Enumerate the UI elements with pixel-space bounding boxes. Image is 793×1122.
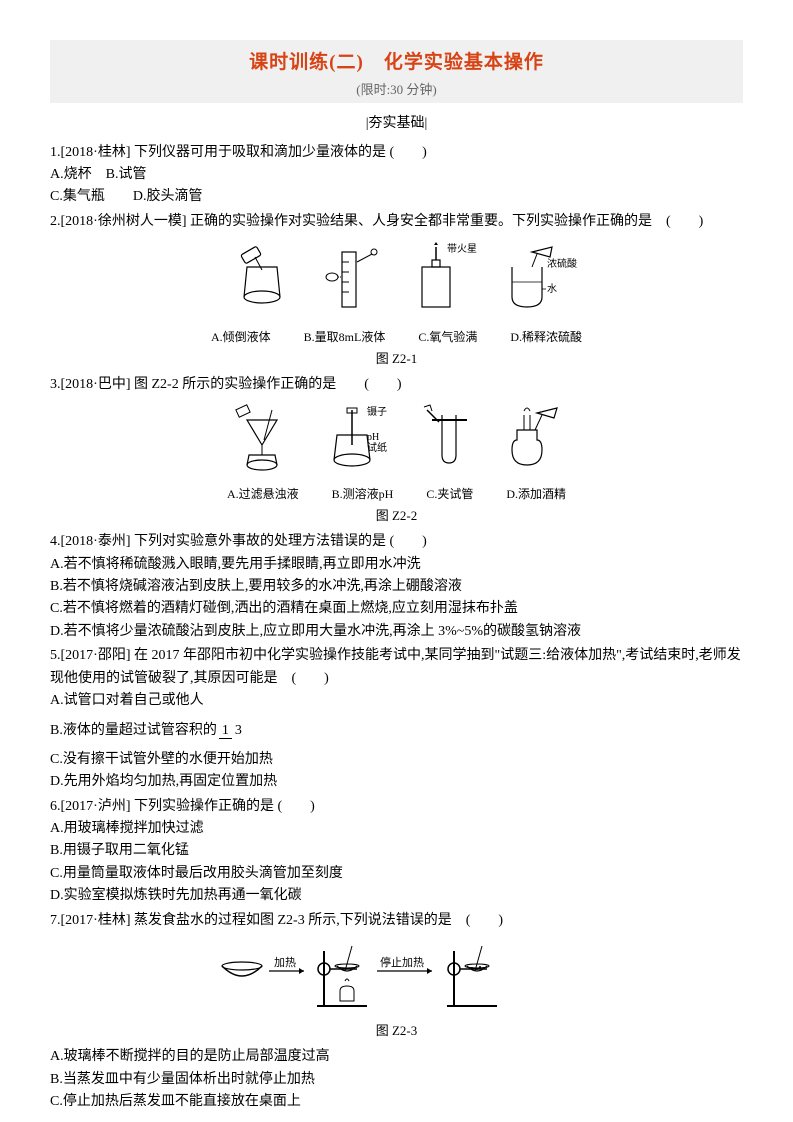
q7-a: A.玻璃棒不断搅拌的目的是防止局部温度过高	[50, 1046, 743, 1068]
q3-caption: 图 Z2-2	[50, 506, 743, 527]
q3-diagram-icon: 镊子 pH 试纸	[217, 400, 577, 475]
q2-label-a: A.倾倒液体	[211, 328, 271, 347]
q2-label-d: D.稀释浓硫酸	[510, 328, 582, 347]
title-bar: 课时训练(二) 化学实验基本操作 (限时:30 分钟)	[50, 40, 743, 103]
fraction-icon: 13	[219, 724, 245, 738]
q3-label-b: B.测溶液pH	[332, 485, 394, 504]
acid-label: 浓硫酸	[547, 257, 577, 270]
q3-stem: 3.[2018·巴中] 图 Z2-2 所示的实验操作正确的是 ( )	[50, 374, 743, 396]
q6-d: D.实验室模拟炼铁时先加热再通一氧化碳	[50, 885, 743, 907]
q3-figure: 镊子 pH 试纸 A.过滤悬浊液 B.测溶液p	[50, 400, 743, 527]
water-label: 水	[547, 283, 557, 295]
frac-num: 1	[219, 723, 232, 739]
q5-b: B.液体的量超过试管容积的13	[50, 720, 743, 742]
main-title: 课时训练(二) 化学实验基本操作	[50, 48, 743, 78]
q7-caption: 图 Z2-3	[50, 1021, 743, 1042]
stop-label: 停止加热	[380, 955, 424, 969]
q5-c: C.没有擦干试管外壁的水便开始加热	[50, 749, 743, 771]
q7-stem: 7.[2017·桂林] 蒸发食盐水的过程如图 Z2-3 所示,下列说法错误的是 …	[50, 910, 743, 932]
q3-label-a: A.过滤悬浊液	[227, 485, 299, 504]
q1-stem: 1.[2018·桂林] 下列仪器可用于吸取和滴加少量液体的是 ( )	[50, 142, 743, 164]
section-header: |夯实基础|	[50, 113, 743, 135]
q4-stem: 4.[2018·泰州] 下列对实验意外事故的处理方法错误的是 ( )	[50, 531, 743, 553]
q1-opt-ab: A.烧杯 B.试管	[50, 164, 743, 186]
q6-a: A.用玻璃棒搅拌加快过滤	[50, 818, 743, 840]
q5-a: A.试管口对着自己或他人	[50, 690, 743, 712]
q2-label-c: C.氧气验满	[418, 328, 477, 347]
q4-a: A.若不慎将稀硫酸溅入眼睛,要先用手揉眼睛,再立即用水冲洗	[50, 554, 743, 576]
heat-label: 加热	[274, 956, 296, 969]
q3-label-d: D.添加酒精	[506, 485, 566, 504]
q5-stem: 5.[2017·邵阳] 在 2017 年邵阳市初中化学实验操作技能考试中,某同学…	[50, 645, 743, 690]
paper-label: 试纸	[367, 441, 387, 454]
question-5: 5.[2017·邵阳] 在 2017 年邵阳市初中化学实验操作技能考试中,某同学…	[50, 645, 743, 793]
q2-figure: 带火星 浓硫酸 水 A.倾倒液体 B.量取8mL液体 C.氧气验满 D.稀释浓硫…	[50, 237, 743, 369]
question-4: 4.[2018·泰州] 下列对实验意外事故的处理方法错误的是 ( ) A.若不慎…	[50, 531, 743, 643]
time-limit: (限时:30 分钟)	[50, 80, 743, 101]
q6-stem: 6.[2017·泸州] 下列实验操作正确的是 ( )	[50, 796, 743, 818]
q7-b: B.当蒸发皿中有少量固体析出时就停止加热	[50, 1069, 743, 1091]
tweezers-label: 镊子	[367, 406, 387, 418]
question-1: 1.[2018·桂林] 下列仪器可用于吸取和滴加少量液体的是 ( ) A.烧杯 …	[50, 142, 743, 209]
q7-c: C.停止加热后蒸发皿不能直接放在桌面上	[50, 1091, 743, 1113]
q2-label-b: B.量取8mL液体	[304, 328, 386, 347]
q4-b: B.若不慎将烧碱溶液沾到皮肤上,要用较多的水冲洗,再涂上硼酸溶液	[50, 576, 743, 598]
q2-diagram-icon: 带火星 浓硫酸 水	[217, 237, 577, 317]
question-2: 2.[2018·徐州树人一模] 正确的实验操作对实验结果、人身安全都非常重要。下…	[50, 211, 743, 370]
question-3: 3.[2018·巴中] 图 Z2-2 所示的实验操作正确的是 ( ) 镊子 pH	[50, 374, 743, 528]
q3-option-labels: A.过滤悬浊液 B.测溶液pH C.夹试管 D.添加酒精	[50, 485, 743, 504]
q7-figure: 加热 停止加热	[50, 936, 743, 1042]
question-6: 6.[2017·泸州] 下列实验操作正确的是 ( ) A.用玻璃棒搅拌加快过滤 …	[50, 796, 743, 908]
q5-d: D.先用外焰均匀加热,再固定位置加热	[50, 771, 743, 793]
q3-label-c: C.夹试管	[426, 485, 473, 504]
question-7: 7.[2017·桂林] 蒸发食盐水的过程如图 Z2-3 所示,下列说法错误的是 …	[50, 910, 743, 1114]
q2-stem: 2.[2018·徐州树人一模] 正确的实验操作对实验结果、人身安全都非常重要。下…	[50, 211, 743, 233]
frac-den: 3	[232, 723, 245, 738]
q2-option-labels: A.倾倒液体 B.量取8mL液体 C.氧气验满 D.稀释浓硫酸	[50, 328, 743, 347]
fire-label: 带火星	[447, 243, 477, 255]
q6-c: C.用量筒量取液体时最后改用胶头滴管加至刻度	[50, 863, 743, 885]
q4-d: D.若不慎将少量浓硫酸沾到皮肤上,应立即用大量水冲洗,再涂上 3%~5%的碳酸氢…	[50, 621, 743, 643]
q7-diagram-icon: 加热 停止加热	[207, 936, 587, 1011]
q1-opt-cd: C.集气瓶 D.胶头滴管	[50, 186, 743, 208]
q2-caption: 图 Z2-1	[50, 349, 743, 370]
q5-b-prefix: B.液体的量超过试管容积的	[50, 723, 217, 738]
q4-c: C.若不慎将燃着的酒精灯碰倒,洒出的酒精在桌面上燃烧,应立刻用湿抹布扑盖	[50, 598, 743, 620]
q6-b: B.用镊子取用二氧化锰	[50, 840, 743, 862]
ph-label: pH	[367, 432, 379, 443]
